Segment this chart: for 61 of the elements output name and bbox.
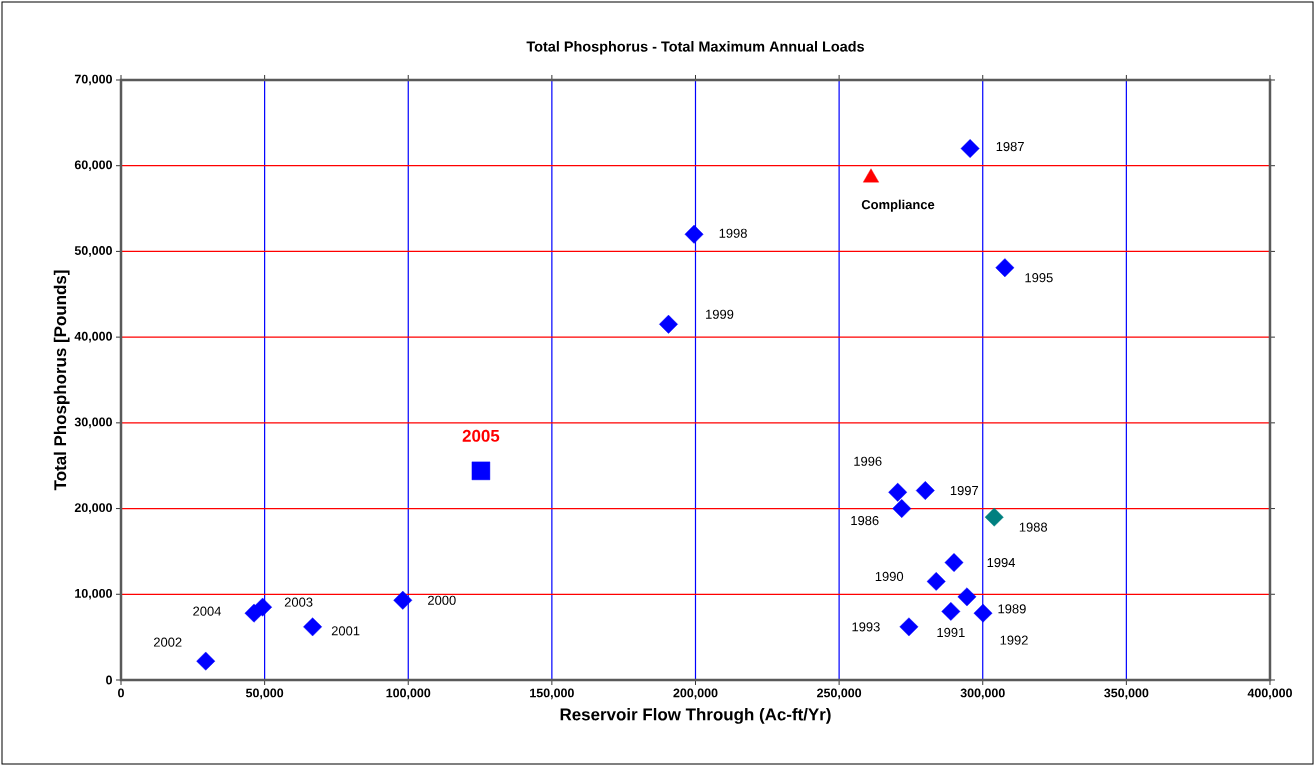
x-tick-label: 300,000 [960, 688, 1005, 700]
y-tick-label: 30,000 [74, 417, 112, 429]
point [984, 507, 1004, 527]
point [888, 482, 908, 502]
point [659, 314, 678, 334]
annotation: 1986 [851, 515, 879, 526]
point [915, 481, 935, 500]
point [957, 587, 977, 607]
annotation: 2003 [284, 597, 313, 607]
point [196, 651, 216, 671]
annotation: 1989 [998, 604, 1026, 614]
point [899, 617, 919, 637]
annotation: 2004 [193, 606, 222, 616]
y-tick-label: 0 [106, 675, 112, 685]
y-tick-label: 50,000 [74, 246, 112, 257]
annotation: 1987 [996, 141, 1024, 152]
annotation: 1988 [1019, 522, 1048, 532]
x-tick-label: 200,000 [673, 688, 718, 700]
x-tick-label: 100,000 [386, 688, 431, 700]
point [941, 602, 961, 621]
annotation: 2001 [331, 626, 360, 636]
annotation: 1994 [987, 557, 1016, 568]
y-tick-label: 20,000 [74, 503, 112, 514]
point [960, 139, 980, 158]
annotation: 1990 [875, 571, 904, 582]
point [684, 224, 704, 244]
y-tick-label: 60,000 [74, 160, 112, 172]
point [471, 461, 491, 481]
x-tick-label: 400,000 [1247, 688, 1292, 700]
annotation: Compliance [861, 199, 935, 212]
annotation: 1991 [937, 627, 965, 638]
annotation: 1999 [706, 309, 734, 319]
point [892, 499, 912, 518]
annotation: 2002 [153, 637, 182, 647]
y-axis-title: Total Phosphorus [Pounds] [53, 270, 70, 491]
annotation: 1992 [1000, 635, 1028, 645]
point [393, 590, 413, 610]
point [244, 603, 264, 623]
point [303, 617, 322, 637]
point [944, 553, 964, 572]
annotation: 1998 [719, 228, 747, 238]
y-tick-label: 40,000 [74, 331, 112, 343]
point [973, 603, 993, 623]
annotation: 1993 [852, 622, 880, 632]
point [995, 258, 1015, 278]
annotation: 1996 [854, 456, 882, 466]
point [863, 168, 879, 183]
y-tick-label: 70,000 [74, 74, 112, 86]
annotation: 2005 [462, 429, 500, 442]
x-tick-label: 350,000 [1104, 688, 1149, 700]
point [926, 572, 946, 591]
y-tick-label: 10,000 [75, 588, 112, 600]
x-axis-title: Reservoir Flow Through (Ac-ft/Yr) [560, 707, 831, 724]
x-tick-label: 250,000 [817, 688, 862, 700]
x-tick-label: 50,000 [245, 688, 284, 700]
chart-title: Total Phosphorus - Total Maximum Annual Loads [526, 41, 864, 55]
x-tick-label: 0 [118, 688, 124, 698]
annotation: 1995 [1025, 273, 1053, 283]
annotation: 2000 [428, 595, 456, 605]
annotation: 1997 [950, 485, 979, 496]
x-tick-label: 150,000 [530, 688, 574, 700]
